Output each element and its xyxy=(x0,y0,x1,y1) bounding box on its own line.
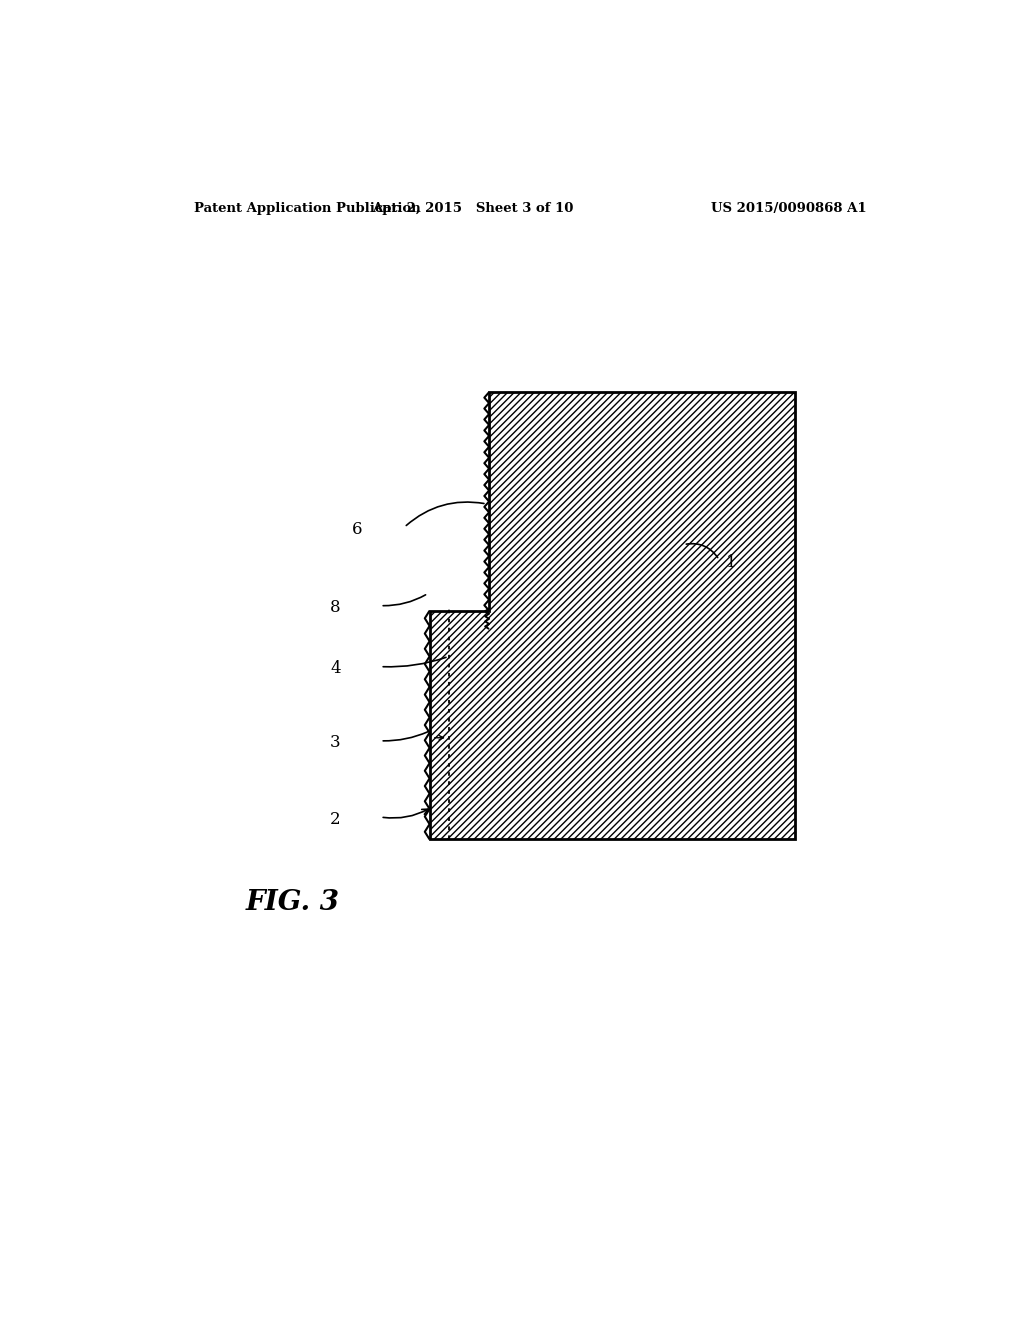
Text: 2: 2 xyxy=(330,810,341,828)
Text: FIG. 3: FIG. 3 xyxy=(246,888,339,916)
Text: Patent Application Publication: Patent Application Publication xyxy=(194,202,421,215)
Text: 8: 8 xyxy=(330,599,341,616)
Text: Apr. 2, 2015   Sheet 3 of 10: Apr. 2, 2015 Sheet 3 of 10 xyxy=(373,202,573,215)
Text: 1: 1 xyxy=(726,554,736,572)
Text: US 2015/0090868 A1: US 2015/0090868 A1 xyxy=(712,202,867,215)
Text: 3: 3 xyxy=(330,734,341,751)
Text: 6: 6 xyxy=(351,521,362,537)
Polygon shape xyxy=(430,392,795,840)
Text: 4: 4 xyxy=(330,660,341,677)
